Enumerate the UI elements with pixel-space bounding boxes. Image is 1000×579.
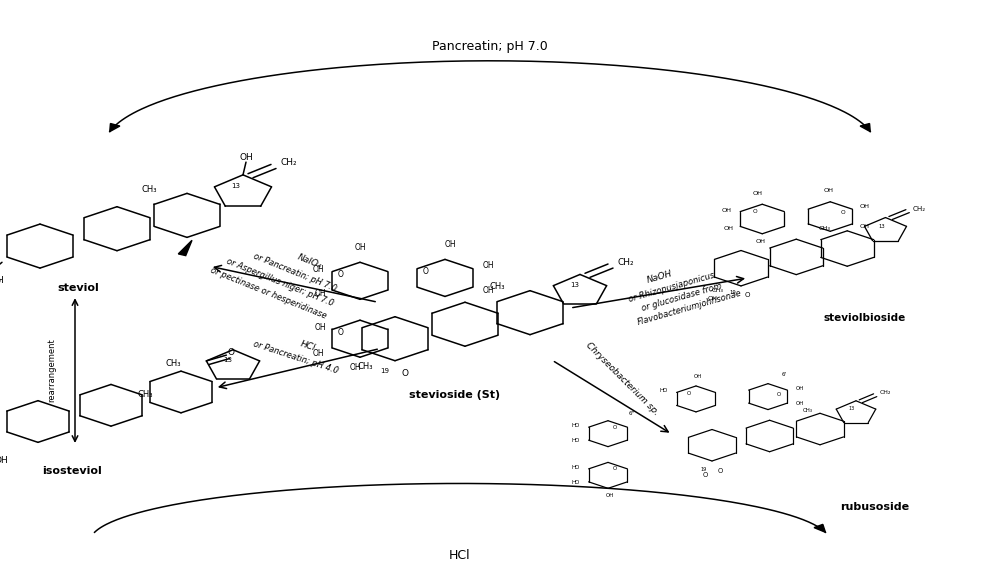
Text: OH: OH [693, 374, 702, 379]
Text: OH: OH [859, 224, 869, 229]
Text: OH: OH [312, 349, 324, 358]
Text: or Aspergillus niger; pH 7.0: or Aspergillus niger; pH 7.0 [225, 257, 335, 308]
Text: O: O [338, 328, 344, 337]
Text: 13: 13 [223, 357, 232, 363]
Text: CH₃: CH₃ [138, 390, 153, 400]
Text: O: O [745, 292, 751, 298]
Text: O: O [402, 369, 409, 378]
Text: OH: OH [824, 188, 834, 193]
Text: or Pancreatin; pH 4.0: or Pancreatin; pH 4.0 [252, 339, 340, 375]
Text: rearrangement: rearrangement [48, 339, 56, 402]
Text: OH: OH [722, 208, 732, 212]
Text: CH₂: CH₂ [880, 390, 891, 395]
Text: OH: OH [796, 401, 804, 406]
Text: 13: 13 [571, 282, 580, 288]
Text: Pancreatin; pH 7.0: Pancreatin; pH 7.0 [432, 40, 548, 53]
Text: OH: OH [859, 204, 869, 209]
Polygon shape [178, 240, 192, 255]
Text: HO: HO [572, 480, 580, 485]
Text: 19: 19 [729, 290, 736, 295]
Polygon shape [860, 123, 870, 131]
Text: CH₃: CH₃ [803, 408, 813, 413]
Text: 19: 19 [701, 467, 707, 472]
Text: OH: OH [354, 243, 366, 252]
Text: 19: 19 [380, 368, 390, 373]
Text: OH: OH [312, 265, 324, 274]
Text: or pectinase or hesperidinase: or pectinase or hesperidinase [209, 266, 327, 320]
Text: Chryseobacterium sp.: Chryseobacterium sp. [584, 341, 660, 417]
Text: O: O [613, 466, 617, 471]
Text: steviol: steviol [57, 283, 99, 293]
Text: 13: 13 [878, 224, 885, 229]
Text: HCl: HCl [449, 549, 471, 562]
Text: O: O [703, 472, 708, 478]
Text: O: O [841, 210, 845, 215]
Text: stevioside (St): stevioside (St) [409, 390, 501, 400]
Text: OH: OH [314, 289, 326, 298]
Text: CH₃: CH₃ [818, 226, 830, 232]
Text: steviolbioside: steviolbioside [824, 313, 906, 324]
Text: O: O [338, 270, 344, 279]
Text: CH₃: CH₃ [712, 288, 724, 293]
Text: rubusoside: rubusoside [840, 501, 910, 512]
Text: OH: OH [0, 276, 4, 285]
Text: OH: OH [0, 456, 8, 466]
Text: or Rhizopusjaponicus: or Rhizopusjaponicus [628, 270, 716, 304]
Text: or glucosidase from: or glucosidase from [641, 282, 723, 313]
Text: OH: OH [482, 261, 494, 270]
Text: 6": 6" [629, 411, 635, 416]
Text: CH₃: CH₃ [490, 282, 505, 291]
Text: OH: OH [756, 239, 766, 244]
Text: OH: OH [482, 286, 494, 295]
Text: OH: OH [239, 153, 253, 162]
Text: 6': 6' [782, 372, 786, 377]
Text: CH₃: CH₃ [165, 358, 181, 368]
Text: CH₂: CH₂ [618, 258, 634, 267]
Text: OH: OH [349, 363, 361, 372]
Text: OH: OH [753, 191, 763, 196]
Text: O: O [717, 468, 723, 474]
Text: O: O [752, 209, 757, 214]
Text: O: O [777, 391, 781, 397]
Text: HO: HO [572, 423, 580, 428]
Text: O: O [228, 349, 235, 357]
Text: isosteviol: isosteviol [42, 466, 102, 476]
Text: 13: 13 [232, 184, 240, 189]
Text: O: O [613, 424, 617, 430]
Text: HO: HO [572, 464, 580, 470]
Text: OH: OH [605, 493, 614, 499]
Text: HCl: HCl [299, 339, 317, 353]
Text: OH: OH [707, 296, 717, 301]
Text: NaOH: NaOH [646, 269, 674, 285]
Text: OH: OH [723, 226, 733, 232]
Text: HO: HO [660, 388, 668, 393]
Text: O: O [423, 267, 429, 276]
Text: CH₂: CH₂ [913, 206, 926, 212]
Text: O: O [687, 391, 691, 396]
Text: Flavobacteriumjohnsonae: Flavobacteriumjohnsonae [637, 289, 743, 327]
Text: HO: HO [572, 438, 580, 443]
Text: CH₃: CH₃ [142, 185, 157, 194]
Text: CH₃: CH₃ [358, 362, 373, 371]
Text: OH: OH [444, 240, 456, 249]
Text: OH: OH [314, 323, 326, 332]
Text: NaIO₄: NaIO₄ [296, 253, 324, 270]
Polygon shape [814, 525, 825, 532]
Text: OH: OH [796, 386, 804, 391]
Text: 13: 13 [849, 406, 855, 411]
Text: CH₂: CH₂ [281, 157, 297, 167]
Polygon shape [110, 123, 120, 131]
Text: or Pancreatin; pH 7.0: or Pancreatin; pH 7.0 [252, 251, 338, 293]
